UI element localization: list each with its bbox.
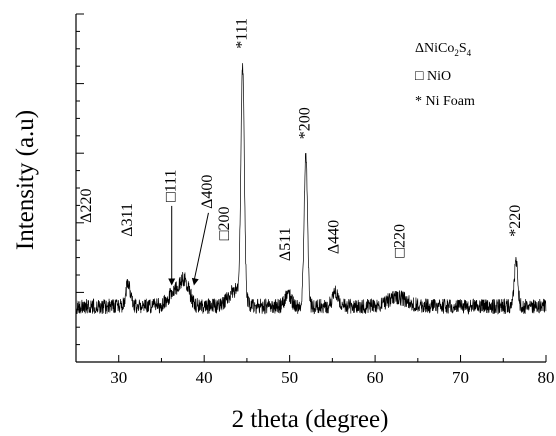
x-tick-label: 30 — [110, 368, 127, 387]
x-axis-tick-labels: 30 40 50 60 70 80 — [110, 368, 554, 387]
peak-label: Δ400 — [199, 175, 216, 209]
peak-label: *200 — [297, 107, 314, 139]
peak-label: *220 — [507, 205, 524, 237]
x-tick-label: 40 — [196, 368, 213, 387]
peak-label: Δ511 — [277, 227, 294, 261]
peak-label: □200 — [216, 207, 233, 241]
legend-entry-nio: □ NiO — [415, 69, 451, 84]
plot-series — [75, 63, 547, 315]
legend-entry-nico2s4: ΔNiCo2S4 — [415, 41, 472, 58]
x-tick-label: 50 — [281, 368, 298, 387]
x-axis-ticks — [75, 355, 547, 362]
legend-entry-ni-foam: * Ni Foam — [415, 94, 475, 109]
peak-label: Δ440 — [326, 220, 343, 254]
x-tick-label: 60 — [367, 368, 384, 387]
peak-label: □111 — [162, 169, 179, 201]
annotation-arrow-head — [168, 278, 176, 286]
y-axis-ticks — [76, 13, 84, 363]
peak-label: Δ220 — [78, 189, 95, 223]
x-tick-label: 80 — [538, 368, 555, 387]
annotation-arrow-head — [191, 277, 199, 286]
x-tick-label: 70 — [452, 368, 469, 387]
legend: ΔNiCo2S4 □ NiO * Ni Foam — [415, 41, 475, 109]
annotation-arrow-line — [193, 212, 209, 282]
x-axis-label: 2 theta (degree) — [232, 406, 389, 433]
y-axis-label: Intensity (a.u) — [12, 110, 39, 250]
peak-label: *111 — [233, 18, 250, 49]
xrd-series-line — [75, 63, 547, 315]
peak-annotations: Δ220 Δ311 □111 Δ400□200 *111 Δ511 *200 Δ440 □220… — [78, 18, 524, 286]
peak-label: Δ311 — [119, 203, 136, 237]
peak-label: □220 — [391, 224, 408, 258]
